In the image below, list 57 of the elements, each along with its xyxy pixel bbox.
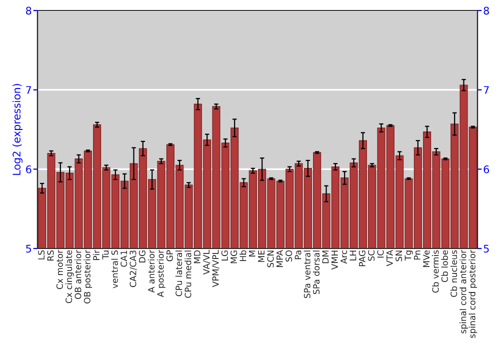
x-tick-label: SO — [286, 250, 292, 262]
x-tick-label: CA2/CA3 — [130, 250, 137, 288]
x-tick-label: PAG — [358, 250, 366, 266]
x-tick-label: MG — [230, 250, 238, 264]
x-tick-label: IC — [377, 250, 384, 258]
y2-tick-label: 7 — [484, 86, 489, 94]
x-tick-label: MD — [194, 250, 200, 264]
x-tick-label: VA/VL — [203, 250, 210, 275]
x-tick-label: MPA — [276, 250, 283, 268]
x-tick-label: GP — [166, 250, 173, 262]
x-tick-label: VPM/VPL — [212, 250, 220, 288]
x-tick-label: Cb nucleus — [450, 250, 458, 297]
y-tick-label: 7 — [26, 86, 32, 94]
y-tick-label: 5 — [26, 244, 32, 253]
x-tick-label: Cx motor — [56, 250, 63, 290]
x-tick-label: Cx cingulate — [65, 250, 74, 304]
x-tick-label: Tu — [102, 250, 109, 260]
x-tick-label: CA1 — [120, 250, 128, 267]
x-tick-label: spinal cord anterior — [460, 250, 468, 334]
x-tick-label: A posterior — [157, 250, 166, 298]
x-tick-label: OB posterior — [84, 250, 92, 304]
y-tick-label: 6 — [26, 165, 32, 174]
x-tick-label: ME — [258, 250, 264, 262]
x-tick-label: Arc — [340, 250, 348, 264]
x-tick-label: M — [249, 250, 256, 256]
x-tick-label: VMH — [332, 250, 338, 270]
x-tick-label: Cb lobe — [441, 250, 448, 282]
x-tick-label: Pir — [92, 250, 100, 260]
x-tick-label: SPa dorsal — [312, 250, 320, 294]
x-tick-label: SN — [396, 250, 402, 262]
x-tick-label: RS — [47, 250, 54, 260]
y2-tick-label: 6 — [484, 165, 490, 174]
y-tick-label: 8 — [26, 6, 32, 15]
y-axis-title: Log2 (expression) — [12, 84, 23, 175]
x-tick-label: Pa — [294, 250, 302, 260]
x-tick-label: DM — [322, 250, 329, 264]
x-tick-label: spinal cord posterior — [468, 250, 478, 338]
x-tick-label: A anterior — [148, 250, 155, 293]
x-tick-label: LG — [221, 250, 228, 261]
x-tick-label: SC — [368, 250, 375, 261]
x-tick-label: VTA — [386, 250, 393, 266]
x-tick-label: OB anterior — [74, 250, 82, 299]
x-tick-label: LS — [38, 250, 45, 260]
x-tick-label: MVe — [423, 250, 430, 267]
x-tick-label: Tg — [404, 250, 413, 261]
x-tick-label: CPu medial — [184, 250, 192, 298]
x-tick-label: Cb vermis — [432, 250, 439, 293]
y2-tick-label: 5 — [484, 244, 489, 253]
y2-tick-label: 8 — [484, 6, 489, 15]
x-tick-label: LH — [350, 250, 356, 260]
x-tick-label: Hb — [240, 250, 246, 261]
x-tick-label: DG — [138, 250, 146, 262]
x-tick-label: SPa ventral — [304, 250, 310, 298]
x-tick-label: ventral S — [111, 250, 118, 288]
x-tick-label: CPu lateral — [175, 250, 182, 296]
x-tick-label: Pn — [414, 250, 420, 260]
x-tick-label: SCN — [267, 250, 274, 268]
